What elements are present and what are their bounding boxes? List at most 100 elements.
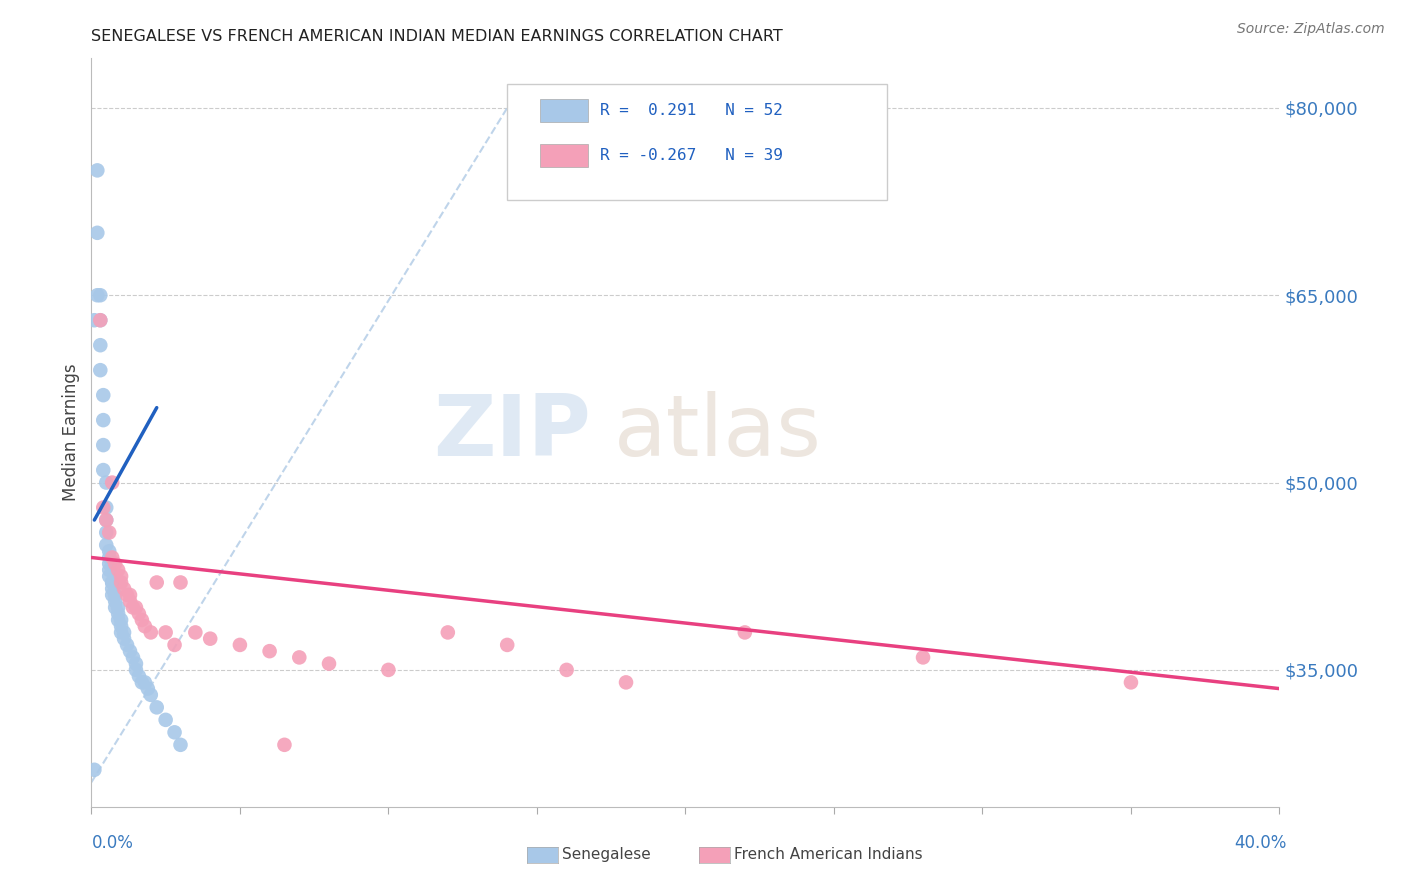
Point: [134, 619, 156, 633]
Point: [96, 538, 118, 552]
Point: [98, 569, 121, 583]
Text: Senegalese: Senegalese: [562, 847, 651, 862]
Point: [145, 575, 167, 590]
FancyBboxPatch shape: [508, 84, 887, 201]
Point: [101, 588, 124, 602]
Point: [184, 625, 207, 640]
Point: [163, 638, 186, 652]
Point: [110, 575, 132, 590]
Point: [377, 663, 399, 677]
Point: [110, 613, 132, 627]
Point: [107, 563, 129, 577]
Point: [89, 313, 111, 327]
Point: [96, 475, 118, 490]
Point: [96, 513, 118, 527]
Point: [110, 569, 132, 583]
Point: [155, 625, 177, 640]
Point: [115, 638, 138, 652]
Text: 0.0%: 0.0%: [91, 834, 134, 852]
Point: [118, 644, 141, 658]
Point: [86, 163, 108, 178]
Point: [118, 588, 141, 602]
Point: [118, 594, 141, 608]
Point: [104, 588, 127, 602]
Point: [86, 226, 108, 240]
Point: [131, 613, 153, 627]
Point: [107, 613, 129, 627]
Point: [96, 500, 118, 515]
Point: [98, 563, 121, 577]
FancyBboxPatch shape: [540, 99, 588, 121]
Point: [155, 713, 177, 727]
Point: [98, 544, 121, 558]
Point: [110, 625, 132, 640]
Point: [288, 650, 311, 665]
Point: [163, 725, 186, 739]
Point: [96, 513, 118, 527]
Point: [112, 625, 135, 640]
Text: ZIP: ZIP: [433, 391, 591, 475]
Point: [122, 650, 145, 665]
Point: [107, 607, 129, 621]
Point: [96, 525, 118, 540]
Point: [125, 657, 148, 671]
Point: [115, 588, 138, 602]
Point: [555, 663, 578, 677]
Point: [131, 675, 153, 690]
Text: 40.0%: 40.0%: [1234, 834, 1286, 852]
Point: [128, 607, 150, 621]
Point: [112, 632, 135, 646]
Point: [89, 338, 111, 352]
Point: [104, 600, 127, 615]
Text: atlas: atlas: [614, 391, 823, 475]
Point: [139, 625, 162, 640]
Point: [101, 582, 124, 596]
Point: [122, 600, 145, 615]
Point: [91, 413, 114, 427]
Point: [107, 600, 129, 615]
Point: [436, 625, 458, 640]
Point: [128, 669, 150, 683]
Point: [911, 650, 934, 665]
Point: [98, 557, 121, 571]
Point: [112, 582, 135, 596]
Point: [134, 675, 156, 690]
Point: [98, 550, 121, 565]
Point: [169, 738, 191, 752]
Point: [89, 363, 111, 377]
Point: [200, 632, 222, 646]
Point: [496, 638, 519, 652]
Point: [101, 475, 124, 490]
Text: Source: ZipAtlas.com: Source: ZipAtlas.com: [1237, 22, 1385, 37]
Point: [229, 638, 252, 652]
Point: [125, 663, 148, 677]
FancyBboxPatch shape: [540, 145, 588, 167]
Point: [1119, 675, 1142, 690]
Point: [125, 600, 148, 615]
Point: [318, 657, 340, 671]
Point: [110, 619, 132, 633]
Text: French American Indians: French American Indians: [734, 847, 922, 862]
Point: [89, 313, 111, 327]
Y-axis label: Median Earnings: Median Earnings: [62, 364, 80, 501]
Point: [91, 388, 114, 402]
Point: [101, 575, 124, 590]
Point: [83, 313, 105, 327]
Point: [273, 738, 295, 752]
Point: [136, 681, 159, 696]
Text: SENEGALESE VS FRENCH AMERICAN INDIAN MEDIAN EARNINGS CORRELATION CHART: SENEGALESE VS FRENCH AMERICAN INDIAN MED…: [91, 29, 783, 45]
Point: [89, 288, 111, 302]
Text: R =  0.291   N = 52: R = 0.291 N = 52: [600, 103, 783, 118]
Point: [83, 763, 105, 777]
Point: [169, 575, 191, 590]
Point: [101, 550, 124, 565]
Text: R = -0.267   N = 39: R = -0.267 N = 39: [600, 148, 783, 163]
Point: [91, 463, 114, 477]
Point: [104, 594, 127, 608]
Point: [139, 688, 162, 702]
Point: [145, 700, 167, 714]
Point: [259, 644, 281, 658]
Point: [98, 525, 121, 540]
Point: [734, 625, 756, 640]
Point: [104, 557, 127, 571]
